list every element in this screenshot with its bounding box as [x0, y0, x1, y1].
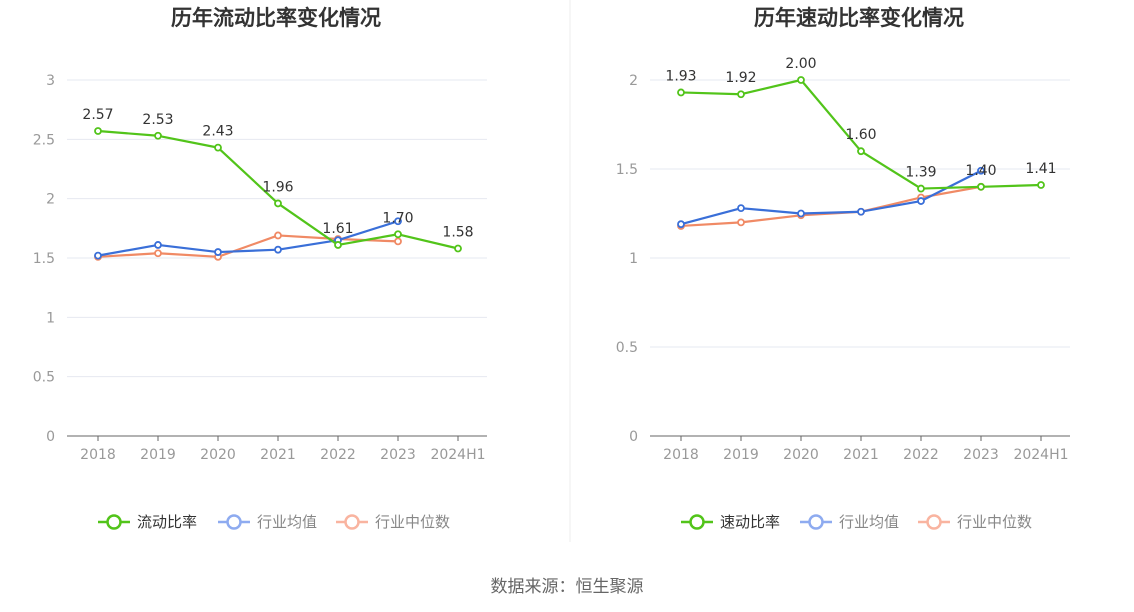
data-point[interactable]: [737, 90, 745, 99]
data-label: 1.96: [262, 179, 293, 195]
data-point[interactable]: [737, 204, 745, 213]
legend-item[interactable]: 流动比率: [98, 513, 197, 531]
x-tick-label: 2021: [843, 447, 879, 463]
data-point[interactable]: [394, 217, 402, 226]
data-point[interactable]: [94, 127, 102, 135]
legend-label: 行业中位数: [957, 513, 1032, 531]
data-label: 1.58: [442, 225, 473, 241]
y-tick-label: 0.5: [33, 370, 55, 386]
legend-label: 行业均值: [839, 513, 899, 531]
x-tick-label: 2018: [80, 447, 116, 463]
data-point[interactable]: [797, 209, 805, 218]
data-point[interactable]: [334, 241, 342, 249]
x-tick-label: 2022: [903, 447, 939, 463]
data-label: 1.39: [905, 165, 936, 181]
x-tick-label: 2022: [320, 447, 356, 463]
y-tick-label: 2.5: [33, 132, 55, 148]
data-point[interactable]: [214, 248, 222, 256]
data-label: 1.60: [845, 127, 876, 143]
legend-swatch-marker: [808, 514, 824, 530]
legend-label: 流动比率: [137, 513, 197, 531]
data-label: 1.92: [725, 70, 756, 86]
data-point[interactable]: [394, 230, 402, 239]
data-point[interactable]: [857, 147, 865, 156]
y-tick-label: 1: [629, 251, 638, 267]
data-point[interactable]: [94, 251, 102, 260]
y-tick-label: 1.5: [616, 162, 638, 178]
x-tick-label: 2024H1: [1013, 447, 1068, 463]
data-point[interactable]: [917, 184, 925, 193]
x-tick-label: 2019: [140, 447, 176, 463]
x-tick-label: 2023: [963, 447, 999, 463]
data-label: 2.53: [142, 112, 173, 128]
data-point[interactable]: [797, 76, 805, 84]
series-line-2: [97, 234, 399, 258]
data-point[interactable]: [977, 182, 985, 191]
data-point[interactable]: [274, 231, 282, 240]
data-point[interactable]: [737, 218, 745, 227]
x-tick-label: 2021: [260, 447, 296, 463]
data-label: 2.57: [82, 107, 113, 123]
data-label: 2.00: [785, 56, 816, 72]
data-point[interactable]: [274, 245, 282, 254]
legend-item[interactable]: 行业均值: [218, 513, 317, 531]
x-tick-label: 2023: [380, 447, 416, 463]
data-point[interactable]: [677, 88, 685, 97]
data-point[interactable]: [977, 166, 985, 175]
legend-swatch-marker: [689, 514, 705, 530]
legend-label: 行业均值: [257, 513, 317, 531]
data-label: 1.40: [965, 163, 996, 179]
y-tick-label: 1.5: [33, 251, 55, 267]
x-tick-label: 2020: [783, 447, 819, 463]
data-label: 1.41: [1025, 161, 1056, 177]
quick-ratio-chart: 历年速动比率变化情况 0 0.5 1 1.5 2 2018 2019 2020 2021 2022…: [616, 6, 1070, 531]
chart-title: 历年速动比率变化情况: [754, 6, 964, 30]
legend-swatch-marker: [926, 514, 942, 530]
data-label: 2.43: [202, 124, 233, 140]
y-tick-label: 2: [46, 192, 55, 208]
legend-swatch-marker: [106, 514, 122, 530]
legend-swatch-marker: [226, 514, 242, 530]
series-line-1: [97, 220, 399, 257]
data-label: 1.93: [665, 68, 696, 84]
data-point[interactable]: [154, 241, 162, 249]
data-point[interactable]: [154, 131, 162, 140]
y-tick-label: 0: [46, 429, 55, 445]
data-point[interactable]: [454, 244, 462, 253]
data-point[interactable]: [677, 220, 685, 229]
y-tick-label: 1: [46, 310, 55, 326]
data-point[interactable]: [394, 237, 402, 246]
y-tick-label: 0: [629, 429, 638, 445]
data-source-note: 数据来源：恒生聚源: [491, 577, 644, 597]
legend-label: 速动比率: [720, 513, 780, 531]
data-point[interactable]: [1037, 181, 1045, 189]
chart-title: 历年流动比率变化情况: [171, 6, 381, 30]
legend-item[interactable]: 行业中位数: [918, 513, 1032, 531]
data-label: 1.61: [322, 221, 353, 237]
data-label: 1.70: [382, 210, 413, 226]
y-tick-label: 3: [46, 73, 55, 89]
x-tick-label: 2020: [200, 447, 236, 463]
y-tick-label: 0.5: [616, 340, 638, 356]
legend-swatch-marker: [344, 514, 360, 530]
legend-label: 行业中位数: [375, 513, 450, 531]
legend-item[interactable]: 行业均值: [800, 513, 899, 531]
legend-item[interactable]: 行业中位数: [336, 513, 450, 531]
legend-item[interactable]: 速动比率: [681, 513, 780, 531]
x-tick-label: 2019: [723, 447, 759, 463]
data-point[interactable]: [154, 249, 162, 258]
data-point[interactable]: [917, 197, 925, 205]
series-line-1: [680, 169, 982, 226]
data-point[interactable]: [857, 207, 865, 216]
x-tick-label: 2024H1: [430, 447, 485, 463]
x-tick-label: 2018: [663, 447, 699, 463]
data-point[interactable]: [274, 199, 282, 208]
data-point[interactable]: [214, 143, 222, 152]
y-tick-label: 2: [629, 73, 638, 89]
